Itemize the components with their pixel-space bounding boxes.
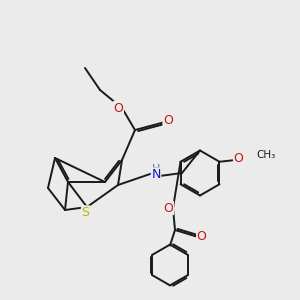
Text: O: O bbox=[113, 101, 123, 115]
Text: O: O bbox=[234, 152, 243, 165]
Text: N: N bbox=[151, 168, 161, 181]
Text: H: H bbox=[152, 164, 160, 173]
Text: S: S bbox=[82, 206, 89, 219]
Text: O: O bbox=[163, 114, 173, 127]
Text: O: O bbox=[197, 230, 206, 244]
Text: O: O bbox=[164, 202, 173, 214]
Text: CH₃: CH₃ bbox=[256, 150, 276, 160]
